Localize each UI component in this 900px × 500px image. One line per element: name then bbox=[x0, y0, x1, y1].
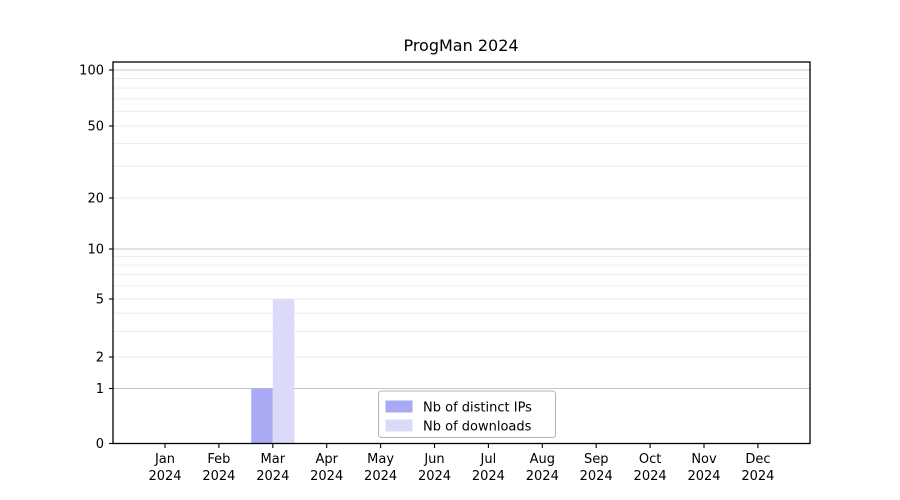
x-tick-label-month: Aug bbox=[530, 452, 555, 467]
legend-label: Nb of distinct IPs bbox=[423, 401, 532, 416]
x-tick-label-month: Sep bbox=[584, 452, 609, 467]
y-tick-label: 1 bbox=[96, 382, 104, 397]
x-tick-label-month: Jul bbox=[480, 452, 497, 467]
x-tick-label-month: Nov bbox=[691, 452, 717, 467]
x-tick-label-year: 2024 bbox=[472, 469, 505, 484]
y-tick-label: 2 bbox=[96, 351, 104, 366]
x-tick-label-year: 2024 bbox=[148, 469, 181, 484]
bar-downloads bbox=[272, 299, 295, 444]
plot-border bbox=[112, 61, 811, 445]
x-tick-label-month: May bbox=[367, 452, 394, 467]
x-tick-label-month: Jan bbox=[154, 452, 175, 467]
chart-title: ProgMan 2024 bbox=[403, 36, 518, 55]
legend-swatch bbox=[385, 419, 413, 432]
x-tick-label-month: Dec bbox=[745, 452, 770, 467]
y-tick-label: 5 bbox=[96, 293, 104, 308]
legend-label: Nb of downloads bbox=[423, 420, 532, 435]
x-tick-label-year: 2024 bbox=[202, 469, 235, 484]
x-tick-label-month: Jun bbox=[423, 452, 444, 467]
x-tick-label-month: Apr bbox=[315, 452, 338, 467]
x-tick-label-year: 2024 bbox=[741, 469, 774, 484]
y-tick-label: 100 bbox=[79, 64, 104, 79]
bar-distinct-ips bbox=[251, 388, 273, 444]
x-tick-label-year: 2024 bbox=[310, 469, 343, 484]
x-tick-label-year: 2024 bbox=[526, 469, 559, 484]
y-tick-label: 50 bbox=[87, 120, 104, 135]
x-tick-label-year: 2024 bbox=[580, 469, 613, 484]
x-tick-label-month: Oct bbox=[639, 452, 661, 467]
y-tick-label: 20 bbox=[87, 192, 104, 207]
x-tick-label-year: 2024 bbox=[256, 469, 289, 484]
legend-box bbox=[378, 390, 556, 438]
y-tick-label: 10 bbox=[87, 243, 104, 258]
x-tick-label-year: 2024 bbox=[687, 469, 720, 484]
x-tick-label-year: 2024 bbox=[634, 469, 667, 484]
y-tick-label: 0 bbox=[96, 437, 104, 452]
x-tick-label-month: Feb bbox=[207, 452, 230, 467]
x-tick-label-year: 2024 bbox=[364, 469, 397, 484]
x-tick-label-year: 2024 bbox=[418, 469, 451, 484]
x-tick-label-month: Mar bbox=[261, 452, 286, 467]
legend-swatch bbox=[385, 400, 413, 413]
